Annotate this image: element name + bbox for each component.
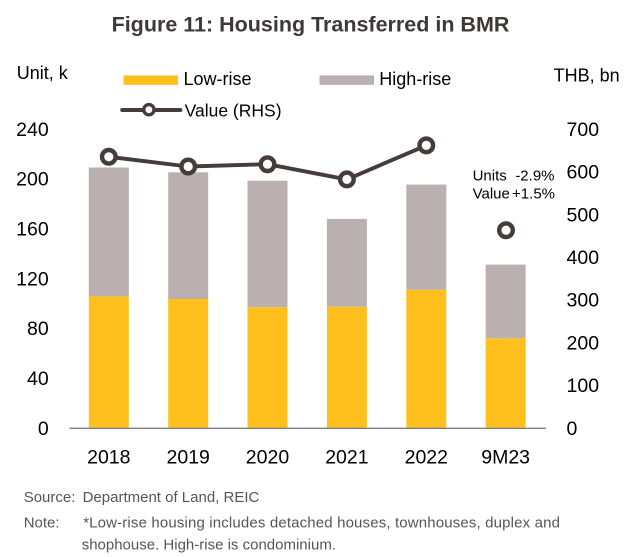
svg-text:2022: 2022 [405, 446, 448, 468]
svg-text:300: 300 [567, 290, 600, 312]
svg-text:0: 0 [38, 418, 49, 440]
svg-text:700: 700 [567, 119, 600, 141]
svg-text:40: 40 [27, 368, 49, 390]
svg-text:160: 160 [16, 219, 49, 241]
svg-text:Low-rise: Low-rise [184, 69, 252, 89]
svg-text:2020: 2020 [246, 446, 290, 468]
svg-text:Source:: Source: [24, 489, 76, 506]
svg-text:-2.9%: -2.9% [515, 168, 554, 185]
svg-text:*Low-rise housing includes det: *Low-rise housing includes detached hous… [83, 515, 560, 532]
svg-text:Value (RHS): Value (RHS) [185, 100, 282, 120]
svg-text:200: 200 [567, 332, 600, 354]
svg-text:2019: 2019 [167, 446, 210, 468]
svg-text:shophouse. High-rise is condom: shophouse. High-rise is condominium. [82, 536, 336, 553]
svg-text:Unit, k: Unit, k [17, 63, 69, 83]
svg-text:2018: 2018 [87, 446, 130, 468]
svg-text:High-rise: High-rise [379, 69, 451, 89]
svg-text:Value: Value [473, 186, 510, 203]
svg-text:0: 0 [567, 418, 578, 440]
svg-text:500: 500 [567, 204, 600, 226]
svg-text:600: 600 [567, 162, 600, 184]
svg-text:200: 200 [16, 169, 49, 191]
svg-text:+1.5%: +1.5% [512, 186, 555, 203]
svg-text:120: 120 [16, 268, 49, 290]
svg-text:2021: 2021 [325, 446, 368, 468]
svg-text:240: 240 [16, 119, 49, 141]
svg-text:9M23: 9M23 [481, 446, 530, 468]
svg-text:80: 80 [27, 318, 49, 340]
svg-text:Department of Land, REIC: Department of Land, REIC [83, 489, 260, 506]
svg-text:Note:: Note: [24, 515, 60, 532]
svg-text:100: 100 [567, 375, 600, 397]
svg-text:Figure 11: Housing Transferred: Figure 11: Housing Transferred in BMR [112, 13, 510, 37]
svg-text:400: 400 [567, 247, 600, 269]
svg-text:Units: Units [473, 168, 507, 185]
svg-text:THB, bn: THB, bn [554, 65, 620, 85]
